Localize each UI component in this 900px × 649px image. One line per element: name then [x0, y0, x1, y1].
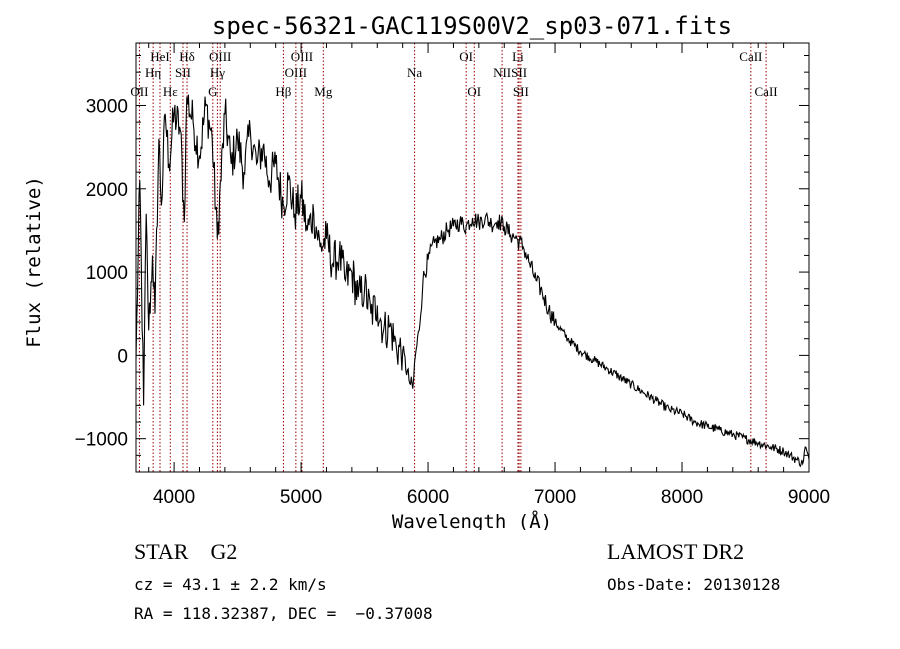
spectral-line-label: Hη	[145, 65, 161, 80]
spectral-line-label: Hδ	[179, 49, 195, 64]
spectral-line-label: SII	[513, 84, 529, 99]
spectral-line-label: CaII	[755, 84, 778, 99]
spectral-line-label: HeI	[150, 49, 170, 64]
spectral-line-label: OIII	[291, 49, 313, 64]
spectral-line-label: Hβ	[275, 84, 291, 99]
survey-name: LAMOST DR2	[607, 539, 745, 564]
spectrum-line	[135, 94, 810, 468]
spectral-line-label: Hγ	[210, 65, 225, 80]
spectral-line-markers	[138, 43, 767, 472]
plot-frame	[135, 42, 810, 473]
x-axis: 4000 5000 6000 7000 8000 9000	[148, 43, 830, 508]
y-tick-label: 0	[117, 346, 128, 367]
y-axis: −1000 0 1000 2000 3000	[75, 54, 809, 473]
x-tick-label: 6000	[407, 487, 449, 508]
y-tick-label: 1000	[86, 263, 128, 284]
spectral-line-label: G	[208, 84, 217, 99]
chart-title: spec-56321-GAC119S00V2_sp03-071.fits	[212, 12, 732, 40]
spectral-line-label: OII	[130, 84, 148, 99]
obs-date: Obs-Date: 20130128	[607, 575, 781, 594]
spectral-line-label: Na	[407, 65, 422, 80]
x-axis-label: Wavelength (Å)	[392, 510, 552, 530]
redshift-cz: cz = 43.1 ± 2.2 km/s	[134, 575, 327, 594]
ra-dec: RA = 118.32387, DEC = −0.37008	[134, 604, 433, 623]
x-tick-label: 8000	[661, 487, 703, 508]
y-tick-label: 3000	[86, 96, 128, 117]
y-tick-label: 2000	[86, 180, 128, 201]
spectral-line-label: Hε	[163, 84, 178, 99]
spectral-line-label: CaII	[739, 49, 762, 64]
x-tick-label: 9000	[788, 487, 830, 508]
spectral-line-label: Li	[512, 49, 524, 64]
spectral-line-label: OI	[467, 84, 481, 99]
spectral-line-label: Mg	[314, 84, 333, 99]
y-axis-label: Flux (relative)	[23, 176, 45, 348]
x-tick-label: 5000	[280, 487, 322, 508]
x-tick-label: 7000	[534, 487, 576, 508]
spectral-line-label: OI	[459, 49, 473, 64]
spectral-line-label: OIII	[209, 49, 231, 64]
spectral-line-label: SII	[511, 65, 527, 80]
y-tick-label: −1000	[75, 430, 128, 451]
spectral-line-label: SII	[175, 65, 191, 80]
spectrum-chart: spec-56321-GAC119S00V2_sp03-071.fits OII…	[23, 12, 830, 533]
x-tick-label: 4000	[153, 487, 195, 508]
spectral-line-label: NII	[493, 65, 511, 80]
object-class: STAR G2	[134, 539, 238, 564]
spectral-line-labels: OIIHηHeIHεSIIHδGHγOIIIHβOIIIOIIIMgNaOIOI…	[130, 49, 777, 99]
spectral-line-label: OIII	[285, 65, 307, 80]
